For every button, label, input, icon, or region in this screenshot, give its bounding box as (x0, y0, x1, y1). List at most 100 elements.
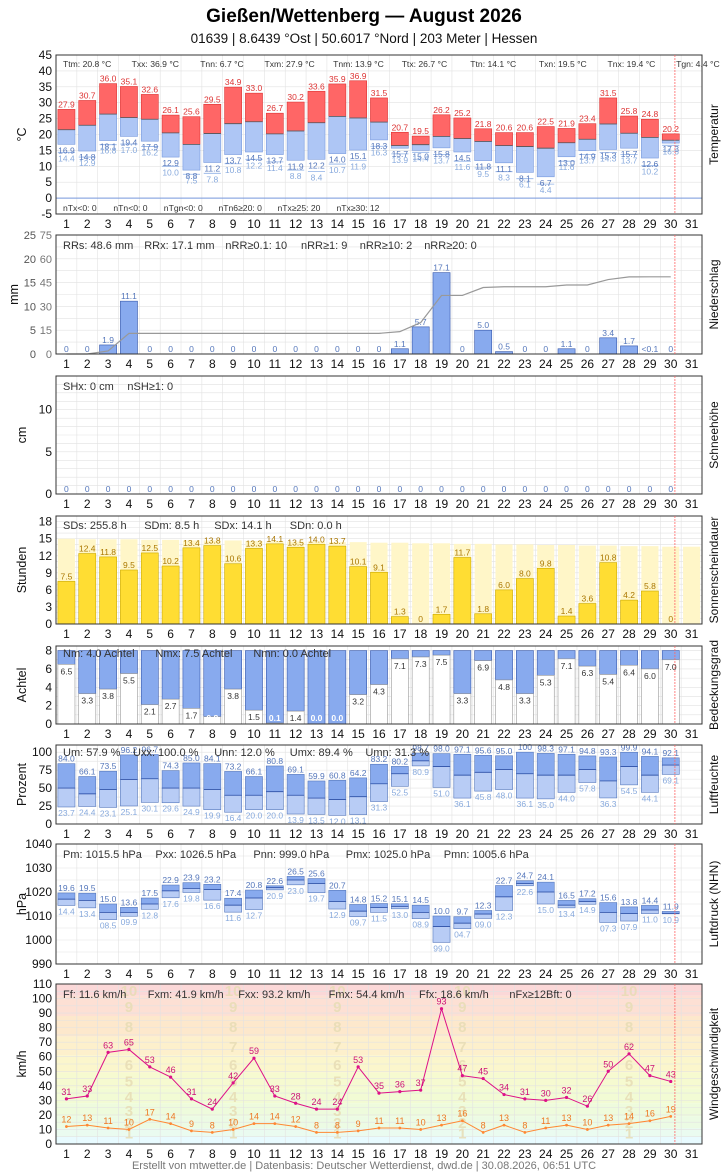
y-tick-label: 1040 (25, 837, 52, 851)
precip-label: 0 (252, 344, 257, 354)
x-tick-label: 7 (188, 357, 195, 371)
sunshine-label: 13.5 (287, 537, 304, 547)
tmin-bar (265, 133, 284, 155)
tmax-bar (557, 128, 576, 144)
stat-label: Pmn: 1005.6 hPa (444, 849, 530, 861)
humidity-min-label: 23.7 (58, 808, 75, 818)
x-tick-label: 12 (289, 357, 303, 371)
tmin-label: 15.8 (433, 149, 450, 159)
tmax-label: 25.2 (454, 108, 471, 118)
x-tick-label: 27 (602, 1147, 616, 1161)
stat-label: Tnm: 13.9 °C (333, 59, 384, 69)
y-tick-label: 20 (39, 1108, 53, 1122)
x-tick-label: 18 (414, 827, 428, 841)
pressure-min-label: 08.9 (412, 920, 429, 930)
mean-wind-point (106, 1126, 110, 1130)
humidity-lower-bar (661, 764, 680, 775)
x-tick-label: 1 (63, 627, 70, 641)
gust-label: 24 (332, 1097, 342, 1107)
x-tick-label: 27 (602, 627, 616, 641)
x-tick-label: 28 (622, 497, 636, 511)
mean-wind-label: 10 (416, 1117, 426, 1127)
humidity-lower-bar (620, 766, 638, 786)
stat-label: Pmx: 1025.0 hPa (346, 849, 431, 861)
pressure-max-label: 20.7 (329, 880, 346, 890)
stat-label: SDm: 8.5 h (144, 520, 199, 532)
gust-label: 31 (61, 1087, 71, 1097)
mean-wind-point (585, 1128, 589, 1131)
tmin-bar (536, 147, 555, 178)
beaufort-number: 6 (625, 1057, 633, 1074)
gust-point (169, 1075, 173, 1079)
stat-label: Nm: 4.0 Achtel (63, 648, 135, 660)
pressure-min-label: 13.4 (79, 909, 96, 919)
precip-label: 0 (85, 344, 90, 354)
tmin-label: 13.7 (267, 156, 284, 166)
humidity-max-label: 73.5 (100, 761, 117, 771)
y-tick-label: 20 (24, 254, 36, 266)
y-tick-label: 60 (39, 1050, 53, 1064)
sunshine-bar (57, 581, 76, 625)
gust-point (585, 1104, 589, 1108)
mean-wind-label: 10 (582, 1117, 592, 1127)
humidity-min-label: 16.4 (225, 813, 242, 823)
tmin-bar (453, 138, 472, 153)
tmin-bar (78, 124, 97, 152)
humidity-lower-bar (516, 773, 534, 799)
tmax-label: 27.9 (58, 99, 75, 109)
tmin-label: 11.9 (288, 161, 304, 171)
x-tick-label: 5 (146, 497, 153, 511)
x-tick-label: 23 (518, 827, 532, 841)
pressure-max-label: 16.5 (558, 890, 575, 900)
stat-label: Pnn: 999.0 hPa (253, 849, 330, 861)
x-tick-label: 16 (372, 1147, 386, 1161)
x-tick-label: 22 (497, 827, 511, 841)
x-tick-label: 18 (414, 1147, 428, 1161)
humidity-min-label: 13.1 (350, 816, 367, 826)
x-tick-label: 10 (247, 497, 261, 511)
y-tick-label: 5 (30, 325, 36, 337)
cloud-cover-label: 4.8 (498, 682, 510, 692)
tmin-bar (516, 146, 534, 173)
humidity-lower-bar (370, 783, 388, 802)
humidity-min-label: 54.5 (621, 786, 638, 796)
gust-label: 46 (166, 1065, 176, 1075)
x-tick-label: 20 (456, 357, 470, 371)
y-tick-label: 0 (45, 717, 52, 731)
pressure-min-label: 19.7 (308, 894, 325, 904)
stat-label: Txn: 19.5 °C (539, 59, 587, 69)
humidity-min-label: 69.1 (662, 775, 679, 785)
x-tick-label: 31 (685, 727, 699, 741)
possible-sun-bar (474, 543, 492, 624)
pressure-max-label: 17.4 (225, 888, 242, 898)
pressure-upper-bar (495, 885, 513, 898)
precip-label: <0.1 (642, 344, 659, 354)
humidity-upper-bar (203, 763, 222, 790)
x-tick-label: 25 (560, 1147, 574, 1161)
y2-tick-label: 75 (40, 230, 52, 242)
pressure-lower-bar (182, 888, 201, 893)
x-tick-label: 1 (63, 827, 70, 841)
tmax-label: 20.6 (517, 123, 534, 133)
panel-frame (55, 843, 703, 965)
pressure-max-label: 15.2 (371, 894, 388, 904)
x-tick-label: 16 (372, 627, 386, 641)
humidity-max-label: 94.8 (579, 746, 596, 756)
tmin-bar (245, 121, 263, 153)
tground-label: 8.3 (498, 173, 510, 183)
humidity-upper-bar (265, 765, 284, 792)
x-tick-label: 8 (209, 827, 216, 841)
x-tick-label: 31 (685, 627, 699, 641)
x-tick-label: 25 (560, 967, 574, 981)
tmax-label: 23.4 (579, 114, 596, 124)
x-tick-label: 20 (456, 1147, 470, 1161)
pressure-upper-bar (203, 884, 222, 890)
humidity-upper-bar (516, 751, 534, 775)
beaufort-number: 10 (621, 983, 638, 1000)
y-tick-label: 12 (39, 549, 53, 563)
y-tick-label: 1030 (25, 861, 52, 875)
x-tick-label: 26 (581, 357, 595, 371)
tmin-bar (661, 139, 680, 144)
x-tick-label: 29 (643, 827, 657, 841)
gust-label: 26 (582, 1094, 592, 1104)
